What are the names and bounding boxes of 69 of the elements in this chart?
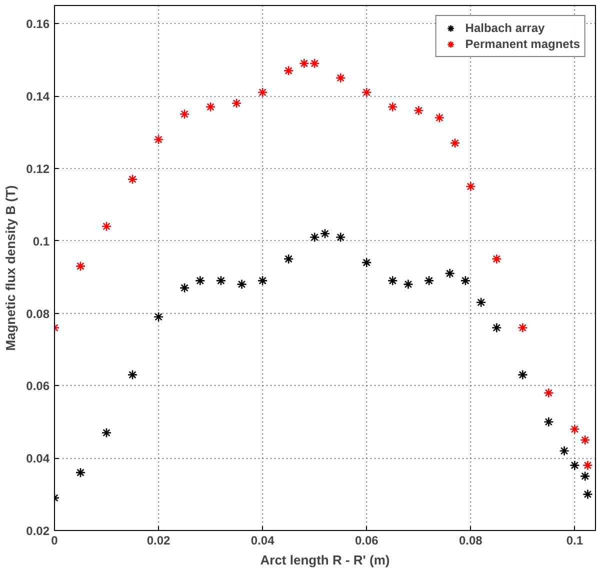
point <box>257 87 268 98</box>
point <box>335 72 346 84</box>
point <box>195 276 206 286</box>
point <box>101 221 112 232</box>
point <box>570 424 580 434</box>
point <box>75 261 86 272</box>
point <box>179 282 190 294</box>
point <box>299 58 310 69</box>
point <box>466 181 476 192</box>
point <box>434 112 445 123</box>
point <box>518 370 528 380</box>
y-tick-label: 0.1 <box>32 234 50 248</box>
point <box>403 279 414 290</box>
point <box>424 276 434 286</box>
point <box>101 428 112 438</box>
legend-label: Permanent magnets <box>465 36 580 52</box>
point <box>320 228 330 239</box>
point <box>580 434 590 446</box>
point <box>153 134 164 145</box>
y-tick-label: 0.02 <box>26 524 50 538</box>
point <box>361 257 372 268</box>
point <box>444 268 455 279</box>
x-tick-label: 0 <box>51 534 58 548</box>
point <box>582 460 593 470</box>
point <box>361 87 372 98</box>
point <box>387 276 398 286</box>
point <box>335 232 346 242</box>
point <box>582 489 593 500</box>
point <box>75 467 86 478</box>
y-axis-title: Magnetic flux density B (T) <box>3 185 18 351</box>
y-tick-label: 0.08 <box>26 306 50 321</box>
x-tick-label: 0.06 <box>354 534 379 548</box>
point <box>231 98 242 108</box>
y-tick-label: 0.16 <box>26 17 50 32</box>
point <box>216 276 226 286</box>
point <box>580 471 590 482</box>
point <box>492 322 502 333</box>
x-tick-label: 0.1 <box>566 534 584 548</box>
point <box>559 446 570 456</box>
point <box>544 416 554 428</box>
point <box>460 276 471 286</box>
x-axis-title: Arct length R - R' (m) <box>260 552 390 568</box>
point <box>387 102 398 112</box>
y-tick-label: 0.04 <box>26 452 50 466</box>
point <box>127 174 138 184</box>
y-tick-label: 0.12 <box>26 162 50 176</box>
point <box>450 138 460 148</box>
point <box>476 297 486 308</box>
x-tick-label: 0.02 <box>146 534 171 548</box>
point <box>518 322 528 333</box>
point <box>283 66 294 76</box>
point <box>257 276 268 286</box>
point <box>309 232 320 242</box>
legend-label: Halbach array <box>465 20 545 36</box>
y-tick-label: 0.14 <box>26 90 50 104</box>
point <box>309 58 320 69</box>
point <box>153 312 164 322</box>
point <box>283 254 294 264</box>
point <box>127 370 138 380</box>
point <box>179 108 190 120</box>
point <box>492 254 502 264</box>
point <box>544 388 554 398</box>
point <box>236 279 247 290</box>
point <box>413 105 424 116</box>
x-tick-label: 0.08 <box>458 534 483 548</box>
y-tick-label: 0.06 <box>26 379 50 394</box>
x-tick-label: 0.04 <box>250 534 275 548</box>
point <box>205 102 216 112</box>
point <box>570 460 580 470</box>
